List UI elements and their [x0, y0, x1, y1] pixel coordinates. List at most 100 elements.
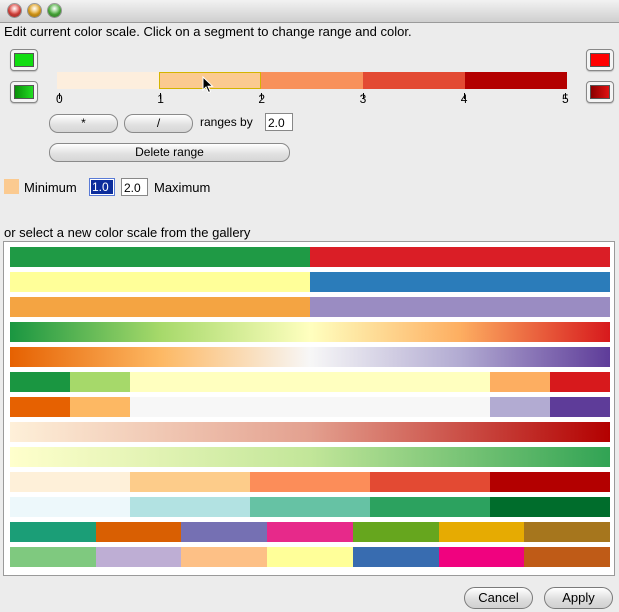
gallery-scale-segment	[310, 247, 461, 267]
gallery-scale-segment	[438, 522, 525, 542]
scale-tick	[160, 93, 162, 99]
gallery-scale-segment	[70, 372, 131, 392]
gallery-color-scale[interactable]	[10, 422, 610, 442]
gallery-scale-segment	[95, 522, 182, 542]
gallery-color-scale[interactable]	[10, 547, 611, 567]
gallery-scale-segment	[160, 272, 311, 292]
gallery-scale-segment	[70, 397, 131, 417]
gallery-scale-segment	[490, 372, 551, 392]
scale-segment[interactable]	[57, 72, 159, 89]
gallery-scale-segment	[438, 547, 525, 567]
scale-tick	[565, 93, 566, 99]
gallery-scale-segment	[10, 397, 71, 417]
scale-tick-label: 3	[359, 92, 367, 106]
max-gradient-color-button[interactable]	[586, 81, 614, 103]
gallery-scale-segment	[10, 522, 96, 542]
scale-tick-label: 1	[157, 92, 164, 106]
instruction-text: Edit current color scale. Click on a seg…	[4, 24, 412, 39]
selected-segment-color-swatch[interactable]	[4, 179, 19, 194]
minimum-label: Minimum	[24, 180, 77, 195]
gallery-color-scale[interactable]	[10, 497, 611, 517]
scale-segment[interactable]	[465, 72, 567, 89]
color-scale-gallery	[3, 241, 615, 576]
gallery-color-scale[interactable]	[10, 522, 611, 542]
gallery-scale-segment	[310, 272, 461, 292]
gallery-scale-segment	[550, 397, 611, 417]
zoom-window-button[interactable]	[48, 4, 61, 17]
scale-tick-label: 4	[460, 92, 468, 106]
gallery-scale-segment	[160, 297, 311, 317]
min-gradient-color-button[interactable]	[10, 81, 38, 103]
gallery-scale-segment	[95, 547, 182, 567]
scale-tick	[362, 93, 364, 99]
minimum-field[interactable]: 1.0	[89, 178, 115, 196]
scale-segment[interactable]	[261, 72, 363, 89]
maximum-label: Maximum	[154, 180, 211, 195]
scale-tick-label: 5	[562, 92, 569, 106]
gallery-color-scale[interactable]	[10, 447, 610, 467]
scale-segment[interactable]	[159, 72, 261, 89]
gallery-scale-segment	[130, 472, 251, 492]
minimum-field-value: 1.0	[91, 180, 113, 194]
gallery-scale-segment	[460, 297, 611, 317]
gallery-scale-segment	[10, 372, 71, 392]
gallery-scale-segment	[352, 547, 439, 567]
gallery-color-scale[interactable]	[10, 322, 610, 342]
gallery-scale-segment	[10, 297, 161, 317]
gallery-scale-segment	[181, 547, 268, 567]
window-titlebar	[0, 0, 619, 23]
max-gradient-swatch	[590, 85, 610, 99]
gallery-scale-segment	[310, 297, 461, 317]
delete-range-button[interactable]: Delete range	[49, 143, 290, 162]
gallery-scale-segment	[370, 497, 491, 517]
divide-ranges-button[interactable]: /	[124, 114, 193, 133]
minimize-window-button[interactable]	[28, 4, 41, 17]
gallery-scale-segment	[490, 472, 611, 492]
gallery-scale-segment	[130, 372, 491, 392]
gallery-scale-segment	[267, 547, 354, 567]
maximum-field[interactable]: 2.0	[121, 178, 148, 196]
scale-tick-label: 0	[56, 92, 63, 106]
gallery-scale-segment	[267, 522, 354, 542]
gallery-scale-segment	[460, 247, 611, 267]
gallery-scale-segment	[352, 522, 439, 542]
min-gradient-swatch	[14, 85, 34, 99]
gallery-scale-segment	[250, 497, 371, 517]
gallery-color-scale[interactable]	[10, 247, 611, 267]
gallery-color-scale[interactable]	[10, 297, 611, 317]
gallery-scale-segment	[181, 522, 268, 542]
gallery-scale-segment	[10, 547, 96, 567]
ranges-by-field[interactable]: 2.0	[265, 113, 293, 131]
gallery-scale-segment	[490, 397, 551, 417]
gallery-scale-segment	[490, 497, 611, 517]
gallery-scale-segment	[10, 472, 131, 492]
gallery-color-scale[interactable]	[10, 397, 611, 417]
color-scale-bar	[57, 72, 567, 89]
cancel-button[interactable]: Cancel	[464, 587, 533, 609]
gallery-scale-segment	[10, 247, 161, 267]
gallery-scale-segment	[130, 397, 491, 417]
max-color-swatch	[590, 53, 610, 67]
gallery-color-scale[interactable]	[10, 272, 611, 292]
gallery-scale-segment	[130, 497, 251, 517]
mouse-cursor-icon	[202, 76, 214, 94]
gallery-scale-segment	[524, 547, 611, 567]
apply-button[interactable]: Apply	[544, 587, 613, 609]
gallery-label: or select a new color scale from the gal…	[4, 225, 251, 240]
gallery-scale-segment	[10, 272, 161, 292]
gallery-scale-segment	[370, 472, 491, 492]
max-color-button[interactable]	[586, 49, 614, 71]
close-window-button[interactable]	[8, 4, 21, 17]
ranges-by-label: ranges by	[200, 115, 253, 129]
gallery-scale-segment	[524, 522, 611, 542]
min-color-button[interactable]	[10, 49, 38, 71]
multiply-ranges-button[interactable]: *	[49, 114, 118, 133]
scale-tick	[261, 93, 263, 99]
scale-segment[interactable]	[363, 72, 465, 89]
gallery-scale-segment	[550, 372, 611, 392]
gallery-color-scale[interactable]	[10, 472, 611, 492]
gallery-color-scale[interactable]	[10, 372, 611, 392]
gallery-color-scale[interactable]	[10, 347, 610, 367]
scale-tick	[463, 93, 465, 99]
gallery-scale-segment	[160, 247, 311, 267]
